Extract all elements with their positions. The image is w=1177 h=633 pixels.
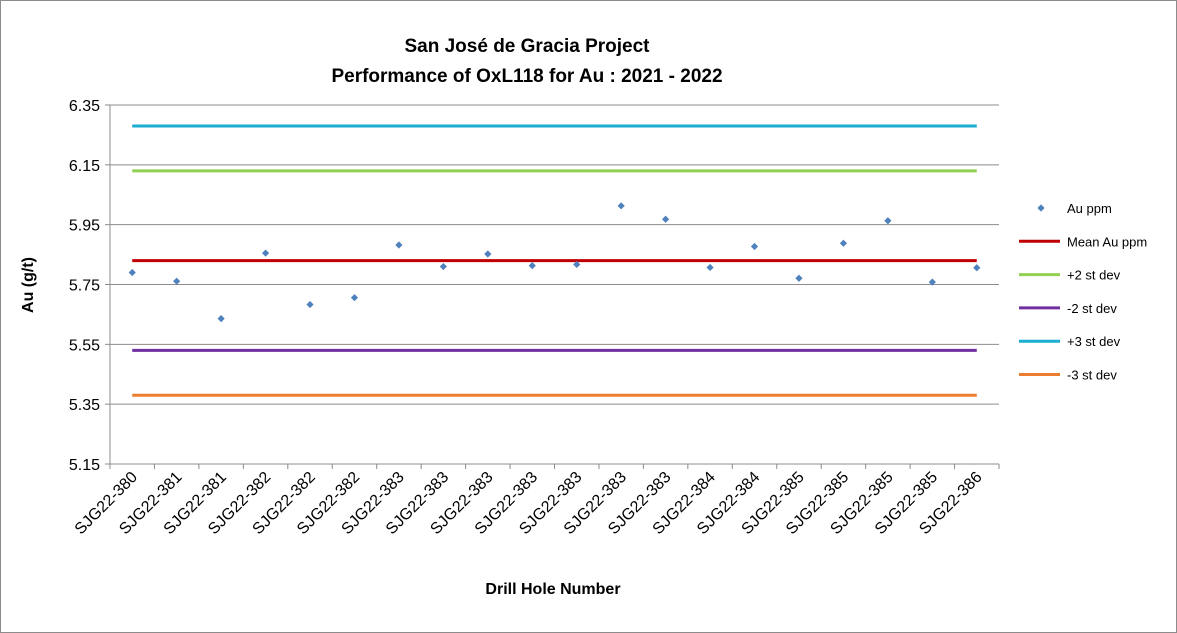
y-tick-label: 6.15: [69, 158, 100, 175]
legend-label: -2 st dev: [1067, 301, 1117, 316]
data-point: [750, 242, 759, 251]
chart-title-line-1: San José de Gracia Project: [404, 36, 650, 57]
data-point: [573, 260, 581, 269]
y-tick-label: 5.35: [69, 397, 100, 414]
data-point: [128, 268, 136, 277]
chart-title-line-2: Performance of OxL118 for Au : 2021 - 20…: [331, 66, 722, 87]
reference-lines: [132, 124, 977, 397]
data-point: [795, 274, 803, 282]
legend-label: Au ppm: [1067, 201, 1112, 216]
data-point: [839, 239, 848, 247]
legend-label: -3 st dev: [1067, 368, 1117, 383]
legend-label: +3 st dev: [1067, 334, 1121, 349]
data-point: [617, 202, 625, 210]
y-tick-label: 6.35: [69, 98, 100, 115]
data-point: [928, 278, 936, 286]
legend-label: +2 st dev: [1067, 268, 1121, 283]
legend-label: Mean Au ppm: [1067, 234, 1147, 249]
data-point: [484, 250, 492, 258]
gridlines: [105, 104, 1000, 469]
data-point: [306, 300, 314, 309]
data-point: [662, 215, 670, 223]
data-point: [217, 315, 225, 323]
y-tick-label: 5.75: [69, 278, 100, 295]
data-point: [973, 264, 981, 272]
data-point: [173, 277, 181, 285]
data-points: [128, 202, 981, 323]
data-point: [884, 217, 892, 225]
data-point: [350, 294, 359, 302]
y-tick-label: 5.15: [69, 457, 100, 474]
y-tick-label: 5.55: [69, 337, 100, 354]
data-point: [706, 263, 714, 272]
x-tick-labels: SJG22-380SJG22-381SJG22-381SJG22-382SJG2…: [72, 469, 986, 538]
y-axis-title: Au (g/t): [20, 257, 37, 313]
y-tick-label: 5.95: [69, 218, 100, 235]
x-axis-title: Drill Hole Number: [485, 581, 620, 598]
legend: Au ppm Mean Au ppm +2 st dev -2 st dev +3 st…: [1019, 201, 1147, 383]
data-point: [528, 262, 536, 270]
data-point: [439, 262, 447, 271]
data-point: [395, 241, 403, 249]
legend-marker: [1037, 204, 1045, 212]
y-tick-labels: 6.35 6.15 5.95 5.75 5.55 5.35 5.15: [69, 98, 100, 474]
data-point: [261, 249, 270, 257]
